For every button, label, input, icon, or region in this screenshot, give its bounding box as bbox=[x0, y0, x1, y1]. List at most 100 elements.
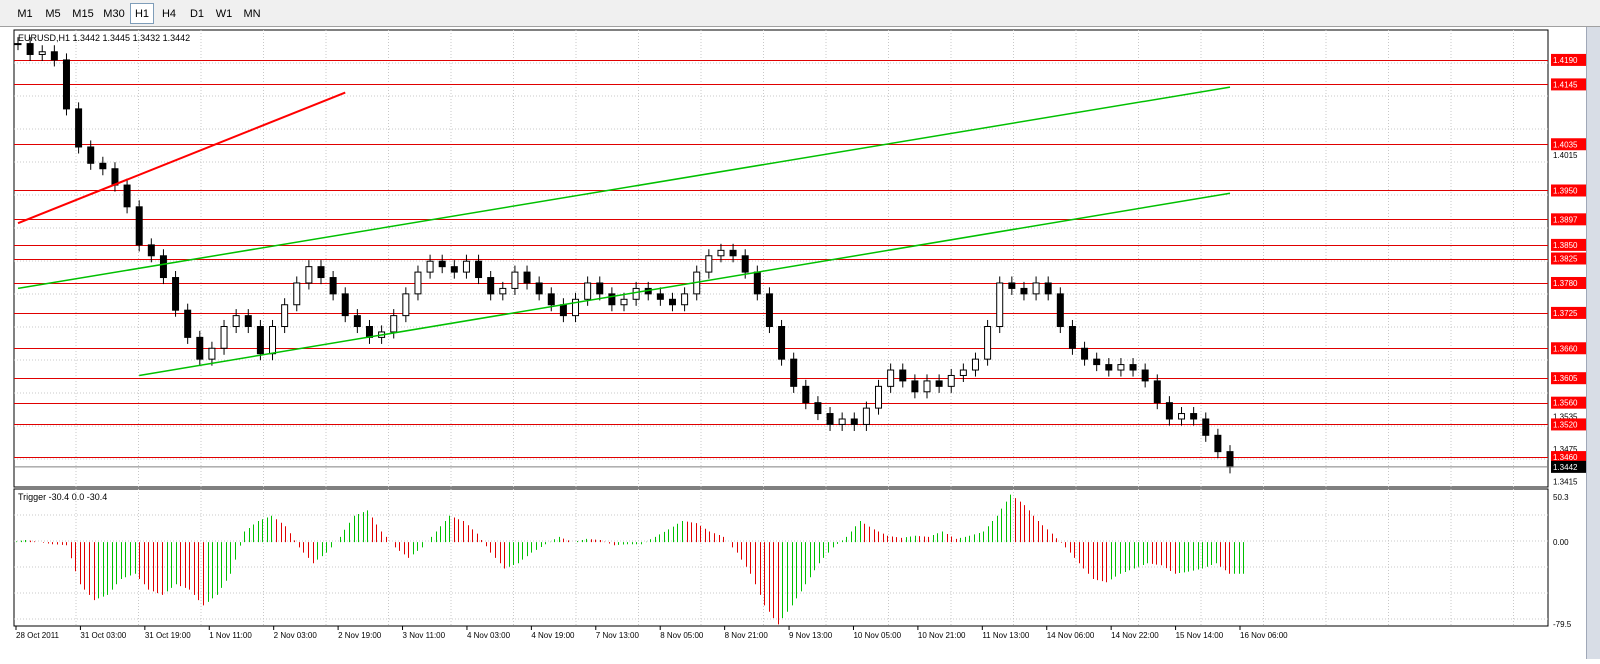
candle-body bbox=[244, 315, 252, 328]
current-price-label: 1.3442 bbox=[1553, 463, 1578, 472]
candle-body bbox=[1105, 364, 1113, 371]
current-price-box bbox=[1551, 460, 1586, 473]
candle-body bbox=[668, 298, 676, 306]
candle-body bbox=[559, 304, 567, 317]
chart-window: 1.4145 1.4035 1.4015 1.3950 1.3897 1.3850 1.38… bbox=[0, 27, 1600, 659]
level-label-box bbox=[1551, 138, 1586, 151]
x-tick-label: 16 Nov 06:00 bbox=[1240, 631, 1288, 640]
candle-body bbox=[705, 255, 713, 273]
candle-body bbox=[1008, 282, 1016, 289]
x-tick-label: 28 Oct 2011 bbox=[16, 631, 60, 640]
level-label: 1.3660 bbox=[1553, 344, 1578, 353]
candle-body bbox=[172, 277, 180, 311]
x-tick-label: 14 Nov 22:00 bbox=[1111, 631, 1159, 640]
chart-svg: 1.4145 1.4035 1.4015 1.3950 1.3897 1.3850 1.38… bbox=[13, 29, 1586, 640]
level-label: 1.3520 bbox=[1553, 420, 1578, 429]
x-tick-label: 3 Nov 11:00 bbox=[403, 631, 446, 640]
level-label: 1.4190 bbox=[1553, 56, 1578, 65]
candle-body bbox=[1056, 293, 1064, 328]
timeframe-button-h4[interactable]: H4 bbox=[161, 8, 177, 20]
timeframe-button-mn[interactable]: MN bbox=[243, 8, 261, 20]
candle-body bbox=[523, 271, 531, 284]
candle-body bbox=[1153, 380, 1161, 404]
candle-body bbox=[365, 326, 373, 338]
candle-body bbox=[535, 282, 543, 295]
candle-body bbox=[887, 369, 895, 387]
candle-body bbox=[232, 315, 240, 328]
candle-body bbox=[778, 326, 786, 360]
level-label-box bbox=[1551, 451, 1586, 464]
main-panel-border bbox=[13, 29, 1549, 488]
x-tick-label: 11 Nov 13:00 bbox=[982, 631, 1030, 640]
candle-body bbox=[681, 293, 689, 306]
x-tick-label: 7 Nov 13:00 bbox=[596, 631, 640, 640]
candle-body bbox=[123, 184, 131, 208]
x-tick-label: 1 Nov 11:00 bbox=[209, 631, 252, 640]
candle-body bbox=[1190, 413, 1198, 420]
level-label: 1.4035 bbox=[1553, 140, 1578, 149]
candle-body bbox=[1020, 287, 1028, 295]
candle-body bbox=[584, 282, 592, 300]
candle-body bbox=[1068, 326, 1076, 349]
candle-body bbox=[293, 282, 301, 306]
timeframe-button-d1[interactable]: D1 bbox=[189, 8, 205, 20]
y-tick-label: 1.3415 bbox=[1553, 478, 1578, 487]
x-tick-label: 8 Nov 21:00 bbox=[725, 631, 769, 640]
x-tick-label: 10 Nov 21:00 bbox=[918, 631, 966, 640]
x-tick-label: 15 Nov 14:00 bbox=[1176, 631, 1224, 640]
candle-body bbox=[971, 358, 979, 371]
candle-body bbox=[414, 271, 422, 295]
candle-body bbox=[438, 260, 446, 268]
candle-body bbox=[596, 282, 604, 295]
candle-body bbox=[572, 298, 580, 317]
candle-body bbox=[50, 51, 58, 61]
candle-body bbox=[38, 51, 46, 55]
level-label: 1.3825 bbox=[1553, 255, 1578, 264]
candle-body bbox=[256, 326, 264, 355]
x-tick-label: 2 Nov 03:00 bbox=[274, 631, 318, 640]
candle-body bbox=[1214, 434, 1222, 453]
x-tick-label: 8 Nov 05:00 bbox=[660, 631, 704, 640]
timeframe-button-h1[interactable]: H1 bbox=[130, 3, 154, 24]
candle-body bbox=[729, 249, 737, 257]
timeframe-button-m15[interactable]: M15 bbox=[72, 8, 94, 20]
candle-body bbox=[826, 413, 834, 425]
candle-body bbox=[462, 260, 470, 273]
candle-body bbox=[450, 266, 458, 273]
level-label-box bbox=[1551, 53, 1586, 66]
candle-body bbox=[1226, 451, 1234, 468]
candle-body bbox=[935, 380, 943, 387]
candle-body bbox=[269, 326, 277, 355]
candle-body bbox=[1081, 347, 1089, 360]
candle-body bbox=[838, 418, 846, 425]
x-tick-label: 2 Nov 19:00 bbox=[338, 631, 382, 640]
vertical-scrollbar[interactable] bbox=[1586, 27, 1600, 659]
x-tick-label: 4 Nov 19:00 bbox=[531, 631, 575, 640]
candle-body bbox=[426, 260, 434, 273]
trend-line[interactable] bbox=[17, 86, 1231, 290]
trend-line[interactable] bbox=[17, 91, 346, 225]
x-tick-label: 31 Oct 03:00 bbox=[80, 631, 126, 640]
timeframe-button-w1[interactable]: W1 bbox=[215, 8, 233, 20]
x-tick-label: 14 Nov 06:00 bbox=[1047, 631, 1095, 640]
candle-body bbox=[75, 108, 83, 148]
candle-body bbox=[1178, 413, 1186, 420]
candle-body bbox=[147, 244, 155, 257]
candle-body bbox=[753, 271, 761, 295]
candle-body bbox=[281, 304, 289, 328]
timeframe-button-m1[interactable]: M1 bbox=[17, 8, 33, 20]
level-label: 1.3725 bbox=[1553, 309, 1578, 318]
level-label-box bbox=[1551, 184, 1586, 197]
candle-body bbox=[1202, 418, 1210, 436]
level-label-box bbox=[1551, 372, 1586, 385]
candle-body bbox=[390, 315, 398, 333]
timeframe-button-m5[interactable]: M5 bbox=[45, 8, 61, 20]
trend-line[interactable] bbox=[139, 192, 1231, 377]
candle-body bbox=[305, 266, 313, 284]
candle-body bbox=[899, 369, 907, 382]
candle-body bbox=[159, 255, 167, 279]
candle-body bbox=[923, 380, 931, 393]
timeframe-button-m30[interactable]: M30 bbox=[103, 8, 125, 20]
level-label-box bbox=[1551, 252, 1586, 265]
indicator-y-tick-label: 50.3 bbox=[1553, 493, 1569, 502]
